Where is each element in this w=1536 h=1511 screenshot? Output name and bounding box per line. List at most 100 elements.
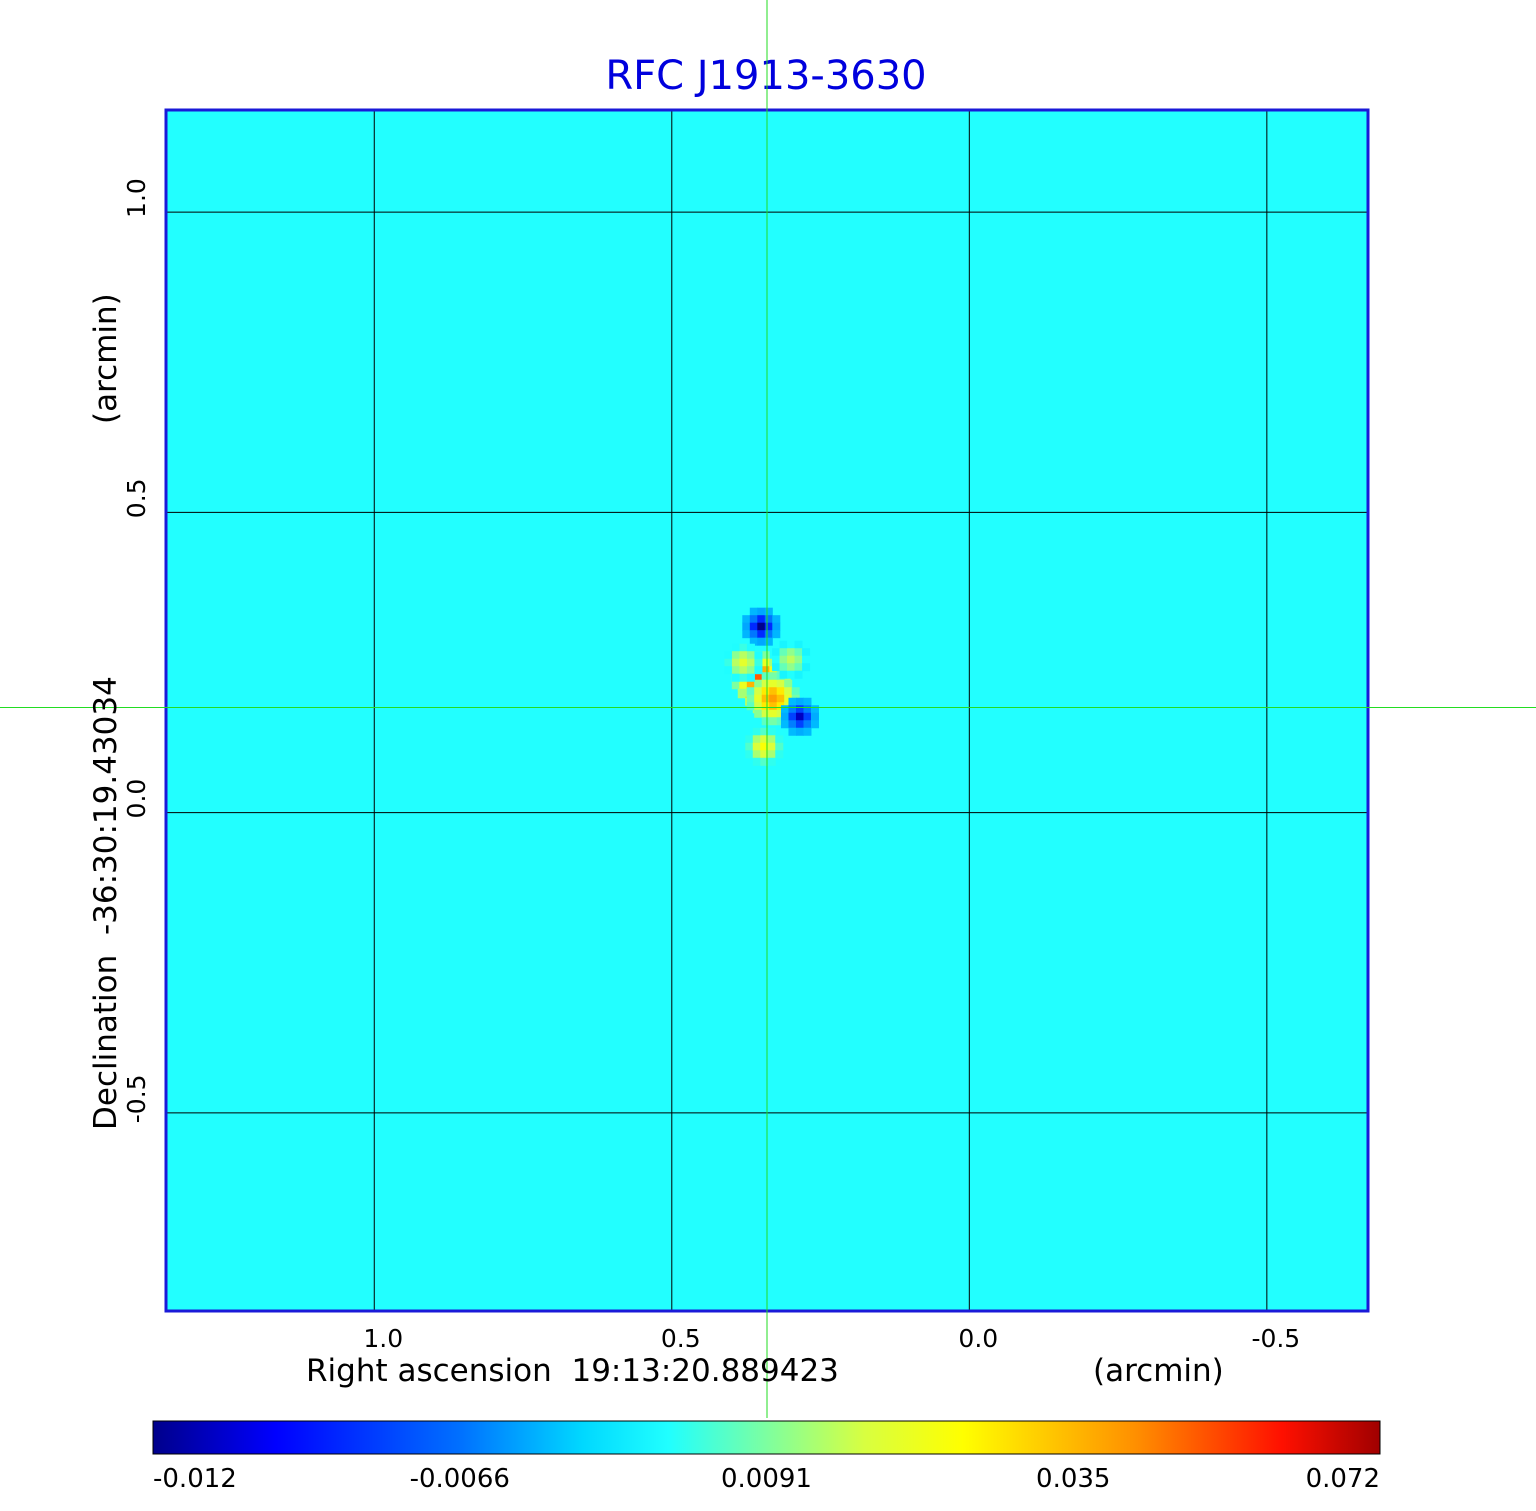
- heatmap-cell: [772, 615, 781, 624]
- heatmap-cell: [749, 630, 758, 639]
- colorbar-tick-label: 0.0091: [721, 1464, 812, 1494]
- heatmap-cell: [746, 643, 755, 652]
- heatmap-cell: [803, 720, 812, 729]
- heatmap-cell: [810, 712, 819, 721]
- heatmap-cell: [794, 663, 803, 672]
- heatmap-cell: [787, 663, 796, 672]
- y-tick-label: -0.5: [122, 1074, 151, 1123]
- heatmap-cell: [749, 615, 758, 624]
- heatmap-cell: [752, 727, 761, 736]
- heatmap-cell: [775, 735, 784, 744]
- heatmap-cell: [775, 750, 784, 759]
- heatmap-cell: [795, 705, 804, 714]
- heatmap-cell: [731, 673, 740, 682]
- heatmap-cell: [761, 679, 770, 688]
- heatmap-cell: [760, 757, 769, 766]
- colorbar: [152, 1420, 1381, 1455]
- heatmap-cell: [739, 643, 748, 652]
- heatmap-cell: [754, 651, 763, 660]
- heatmap-cell: [776, 709, 785, 718]
- heatmap-cell: [802, 648, 811, 657]
- heatmap-cell: [780, 720, 789, 729]
- heatmap-cell: [754, 679, 763, 688]
- heatmap-cell: [742, 630, 751, 639]
- grid-lines: [166, 110, 1368, 1311]
- heatmap-cell: [795, 720, 804, 729]
- heatmap-cell: [767, 742, 776, 751]
- y-tick-label: 0.5: [122, 478, 151, 518]
- heatmap-cell: [739, 688, 748, 697]
- heatmap-cell: [788, 727, 797, 736]
- heatmap-cell: [787, 670, 796, 679]
- heatmap-cell: [769, 679, 778, 688]
- heatmap-cell: [802, 655, 811, 664]
- heatmap-cell: [752, 735, 761, 744]
- heatmap-cell: [775, 742, 784, 751]
- y-tick-label: 0.0: [122, 779, 151, 819]
- heatmap-cell: [802, 663, 811, 672]
- heatmap-cell: [772, 630, 781, 639]
- heatmap-cell: [754, 673, 763, 682]
- heatmap-cell: [746, 702, 755, 711]
- heatmap-cell: [776, 717, 785, 726]
- x-tick-label: 1.0: [363, 1324, 403, 1353]
- heatmap-cell: [794, 648, 803, 657]
- heatmap-cell: [739, 681, 748, 690]
- heatmap-cell: [772, 655, 781, 664]
- heatmap-cell: [746, 666, 755, 675]
- heatmap-cell: [760, 750, 769, 759]
- colorbar-tick-label: 0.035: [1036, 1464, 1110, 1494]
- heatmap-cell: [767, 750, 776, 759]
- heatmap-cell: [760, 735, 769, 744]
- heatmap-cell: [731, 658, 740, 667]
- heatmap-cell: [739, 651, 748, 660]
- heatmap-cell: [745, 750, 754, 759]
- heatmap-cell: [795, 712, 804, 721]
- heatmap-cell: [784, 679, 793, 688]
- heatmap-cell: [761, 694, 770, 703]
- heatmap-cell: [739, 673, 748, 682]
- heatmap-cell: [731, 643, 740, 652]
- heatmap-cell: [791, 687, 800, 696]
- heatmap-cell: [761, 702, 770, 711]
- heatmap-cell: [752, 757, 761, 766]
- heatmap-cell: [779, 648, 788, 657]
- heatmap-cell: [745, 742, 754, 751]
- heatmap-cell: [794, 655, 803, 664]
- colorbar-tick-label: 0.072: [1306, 1464, 1380, 1494]
- heatmap-cell: [749, 607, 758, 616]
- crosshair: [0, 0, 1536, 1418]
- x-axis-unit: (arcmin): [1093, 1353, 1224, 1389]
- heatmap-cell: [761, 687, 770, 696]
- heatmap-cell: [731, 666, 740, 675]
- heatmap-cell: [757, 615, 766, 624]
- heatmap-cell: [795, 727, 804, 736]
- heatmap-cell: [776, 702, 785, 711]
- heatmap-cell: [746, 673, 755, 682]
- heatmap-cell: [769, 694, 778, 703]
- heatmap-cell: [761, 666, 770, 675]
- heatmap-cell: [810, 720, 819, 729]
- heatmap-cell: [757, 637, 766, 646]
- heatmap-cell: [769, 717, 778, 726]
- heatmap-cell: [767, 757, 776, 766]
- heatmap-cell: [764, 622, 773, 631]
- heatmap-cell: [760, 727, 769, 736]
- heatmap-cell: [787, 648, 796, 657]
- heatmap-cell: [724, 658, 733, 667]
- x-tick-label: 0.5: [661, 1324, 701, 1353]
- heatmap-cell: [767, 727, 776, 736]
- heatmap-cell: [788, 705, 797, 714]
- x-tick-labels: 1.0 0.5 0.0 -0.5: [363, 1324, 1300, 1353]
- x-axis-label: Right ascension 19:13:20.889423: [306, 1353, 839, 1389]
- heatmap-cell: [780, 705, 789, 714]
- heatmap-cell: [787, 655, 796, 664]
- heatmap-cell: [739, 666, 748, 675]
- heatmap-cell: [782, 675, 791, 684]
- heatmap-cell: [810, 705, 819, 714]
- heatmap-cell: [764, 615, 773, 624]
- heatmap-cell: [803, 705, 812, 714]
- heatmap-cell: [752, 750, 761, 759]
- heatmap-cell: [769, 672, 778, 681]
- colorbar-tick-label: -0.012: [153, 1464, 237, 1494]
